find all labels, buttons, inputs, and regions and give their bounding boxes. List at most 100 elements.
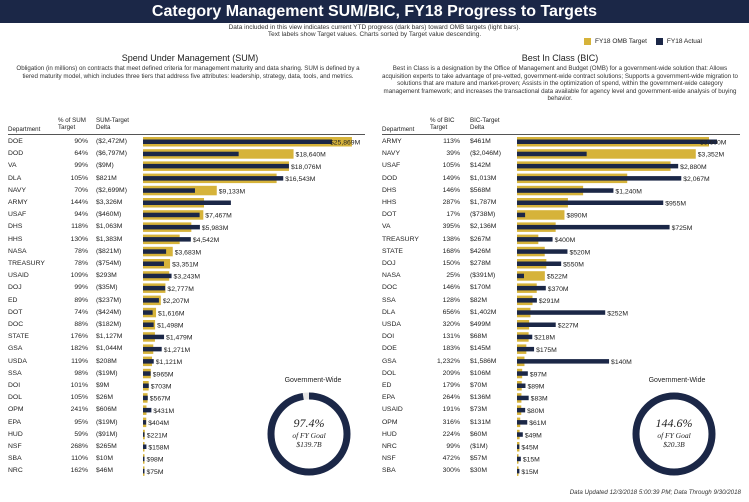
sum-dept-label: DOJ (8, 284, 22, 292)
bic-actual-bar (517, 359, 610, 364)
bic-actual-bar (517, 395, 529, 401)
sum-actual-bar (143, 444, 147, 449)
sum-actual-bar (143, 261, 164, 266)
sum-target-value-label: $2,777M (167, 286, 194, 293)
bic-target-value-label: $3,352M (698, 152, 725, 159)
bic-pct-value: 150% (442, 260, 460, 267)
bic-actual-bar (517, 188, 614, 193)
sum-actual-bar (143, 371, 151, 376)
bic-dept-label: SBA (382, 467, 396, 475)
bic-actual-bar (517, 420, 528, 425)
bic-actual-bar (517, 285, 546, 291)
bic-delta-value: $267M (470, 235, 491, 243)
bic-target-value-label: $370M (548, 286, 569, 293)
sum-target-value-label: $3,243M (174, 274, 201, 281)
bic-pct-value: 99% (446, 443, 460, 450)
sum-pct-value: 182% (70, 345, 88, 353)
sum-dept-label: OPM (8, 406, 24, 414)
bic-pct-value: 131% (442, 333, 460, 341)
bic-delta-value: $142M (470, 162, 491, 170)
sum-delta-value: ($19M) (96, 418, 118, 426)
sum-panel-title: Spend Under Management (SUM) (121, 53, 259, 63)
bic-pct-value: 183% (442, 345, 460, 353)
bic-actual-bar (517, 310, 606, 315)
bic-delta-value: $499M (470, 321, 491, 328)
sum-pct-value: 118% (71, 223, 88, 231)
bic-dept-label: VA (382, 223, 391, 231)
bic-delta-value: $426M (470, 247, 491, 255)
bic-dept-label: ARMY (382, 138, 402, 145)
sum-actual-bar (143, 285, 166, 291)
bic-target-value-label: $140M (611, 359, 632, 366)
sum-delta-value: ($19M) (96, 369, 118, 377)
bic-actual-bar (517, 139, 717, 144)
bic-pct-value: 25% (446, 272, 460, 280)
bic-delta-value: $170M (470, 284, 491, 292)
bic-pct-value: 316% (442, 418, 460, 426)
bic-target-value-label: $80M (527, 408, 544, 415)
bic-delta-value: $73M (470, 406, 488, 414)
bic-dept-label: NASA (382, 272, 401, 280)
sum-pct-value: 94% (74, 211, 88, 219)
bic-pct-value: 128% (442, 296, 460, 304)
sum-government-wide-donut (267, 392, 351, 476)
sum-donut-text: 97.4% of FY Goal $139.7B (264, 416, 354, 449)
bic-target-value-label: $522M (547, 274, 568, 281)
sum-header-pct: % of SUM Target (58, 117, 86, 132)
bic-target-value-label: $218M (534, 335, 555, 342)
sum-pct-value: 101% (70, 382, 88, 389)
bic-government-wide-donut (632, 392, 716, 476)
sum-delta-value: ($9M) (96, 162, 114, 170)
bic-dept-label: USAID (382, 406, 403, 414)
bic-dept-label: ED (382, 382, 392, 389)
bic-actual-bar (517, 298, 537, 303)
sum-delta-value: ($182M) (96, 321, 122, 328)
bic-pct-value: 320% (442, 321, 460, 328)
sum-dept-label: HHS (8, 235, 23, 243)
bic-target-value-label: $955M (665, 201, 686, 208)
sum-delta-value: ($35M) (96, 284, 118, 292)
bic-actual-bar (517, 468, 520, 474)
bic-pct-value: 146% (442, 186, 460, 194)
bic-dept-label: DOI (382, 333, 395, 341)
bic-pct-value: 113% (443, 138, 460, 145)
sum-dept-label: GSA (8, 345, 23, 353)
sum-dept-label: DLA (8, 174, 22, 182)
sum-pct-value: 268% (70, 443, 88, 450)
bic-delta-value: ($738M) (470, 211, 496, 219)
sum-pct-value: 78% (74, 260, 88, 267)
bic-dept-label: HUD (382, 430, 397, 438)
sum-target-value-label: $1,616M (158, 310, 185, 317)
sum-actual-bar (143, 334, 165, 340)
bic-target-value-label: $291M (539, 298, 560, 305)
sum-delta-value: ($460M) (96, 211, 122, 219)
sum-delta-value: ($821M) (96, 247, 122, 255)
sum-dept-label: DOE (8, 138, 23, 145)
sum-pct-value: 95% (74, 418, 88, 426)
sum-delta-value: $293M (96, 272, 117, 280)
sum-target-value-label: $18,076M (291, 164, 322, 171)
bic-target-bar (517, 271, 545, 281)
sum-pct-value: 130% (70, 235, 88, 243)
bic-pct-value: 656% (442, 308, 460, 316)
bic-dept-label: SSA (382, 296, 396, 304)
bic-target-value-label: $252M (607, 310, 628, 317)
sum-pct-value: 105% (70, 174, 88, 182)
sum-header-divider (8, 134, 365, 135)
bic-actual-bar (517, 224, 670, 230)
sum-dept-label: TREASURY (8, 260, 45, 267)
sum-actual-bar (143, 346, 162, 352)
bic-delta-value: $70M (470, 382, 488, 389)
bic-target-value-label: $97M (530, 371, 547, 378)
bic-actual-bar (517, 163, 679, 169)
bic-donut-percent: 144.6% (655, 416, 693, 430)
bic-delta-value: $1,013M (470, 174, 497, 182)
legend-swatch-actual (655, 38, 663, 45)
bic-dept-label: NAVY (382, 150, 401, 158)
sum-target-value-label: $404M (148, 420, 169, 427)
bic-delta-value: $2,136M (470, 223, 497, 231)
bic-dept-label: NRC (382, 443, 397, 450)
sum-actual-bar (143, 432, 145, 437)
bic-dept-label: EPA (382, 394, 396, 402)
